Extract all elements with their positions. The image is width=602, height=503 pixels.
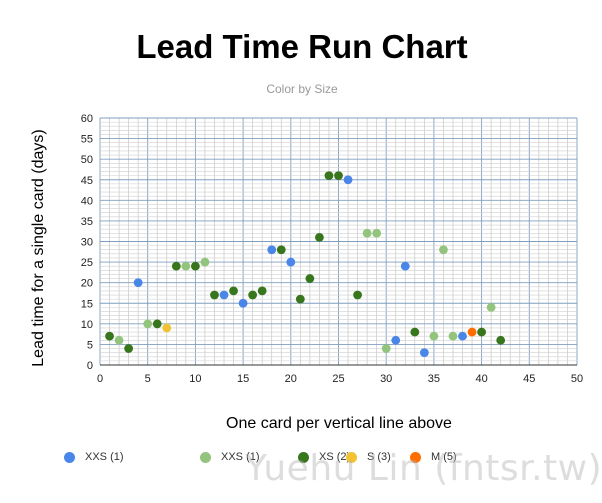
- data-point-series-2: [181, 261, 191, 271]
- data-point-series-3: [229, 286, 238, 296]
- data-point-series-1: [286, 257, 296, 267]
- legend-swatch: [346, 451, 357, 463]
- watermark: Yuehu Lin (fntsr.tw): [245, 448, 602, 489]
- data-points: [105, 171, 506, 358]
- legend-label: XS (2): [319, 451, 351, 463]
- x-axis-label: One card per vertical line above: [226, 415, 452, 432]
- y-tick-label: 15: [81, 298, 93, 310]
- x-tick-label: 30: [380, 373, 392, 385]
- data-point-series-3: [124, 344, 134, 353]
- data-point-series-3: [410, 327, 420, 337]
- data-point-series-3: [324, 171, 334, 181]
- data-point-series-1: [458, 331, 467, 341]
- legend-label: XXS (1): [221, 451, 260, 463]
- x-tick-label: 35: [428, 373, 440, 385]
- data-point-series-2: [372, 228, 382, 238]
- data-point-series-3: [191, 261, 200, 271]
- legend-label: S (3): [367, 451, 391, 463]
- data-point-series-3: [152, 319, 162, 329]
- data-point-series-1: [133, 278, 143, 288]
- data-point-series-1: [219, 290, 229, 300]
- data-point-series-2: [362, 228, 372, 238]
- plot-grid: [99, 117, 578, 366]
- x-tick-label: 40: [475, 373, 487, 385]
- data-point-series-2: [439, 245, 448, 255]
- y-tick-label: 10: [81, 319, 93, 331]
- data-point-series-1: [238, 298, 248, 308]
- data-point-series-3: [305, 274, 315, 283]
- data-point-series-2: [200, 257, 210, 267]
- y-tick-label: 35: [81, 216, 93, 228]
- legend-item: S (3): [346, 448, 391, 466]
- data-point-series-3: [295, 294, 305, 304]
- y-tick-label: 50: [81, 154, 93, 166]
- data-point-series-1: [391, 335, 401, 345]
- data-point-series-3: [353, 290, 362, 300]
- legend-label: M (5): [431, 451, 457, 463]
- data-point-series-2: [486, 302, 496, 312]
- chart-legend: XXS (1) XXS (1) XS (2) S (3) M (5): [0, 448, 602, 468]
- x-tick-label: 45: [523, 373, 535, 385]
- y-tick-label: 60: [81, 113, 93, 125]
- y-tick-label: 45: [81, 175, 93, 187]
- axis-ticks: 0 5 10 15 20 25 30 35 40 45 50 0 5 10 15 20 25 30 35 40 45 50…: [81, 113, 583, 385]
- chart-subtitle: Color by Size: [266, 82, 338, 96]
- legend-item: M (5): [410, 448, 457, 466]
- x-tick-label: 5: [145, 373, 151, 385]
- data-point-series-2: [448, 331, 458, 341]
- y-tick-label: 5: [87, 339, 93, 351]
- y-tick-label: 25: [81, 257, 93, 269]
- data-point-series-3: [248, 290, 258, 300]
- data-point-series-3: [210, 290, 219, 300]
- legend-swatch: [410, 451, 421, 463]
- legend-swatch: [200, 451, 211, 463]
- y-tick-label: 55: [81, 134, 93, 146]
- data-point-series-3: [105, 331, 114, 341]
- data-point-series-3: [334, 171, 343, 181]
- x-tick-label: 0: [97, 373, 103, 385]
- y-axis-label: Lead time for a single card (days): [30, 129, 47, 366]
- data-point-series-1: [419, 348, 429, 358]
- data-point-series-1: [400, 261, 410, 271]
- x-tick-label: 15: [237, 373, 249, 385]
- legend-item: XXS (1): [64, 448, 124, 466]
- data-point-series-1: [343, 175, 353, 185]
- data-point-series-3: [496, 335, 506, 345]
- legend-swatch: [298, 451, 309, 463]
- y-tick-label: 20: [81, 278, 93, 290]
- y-tick-label: 0: [87, 360, 93, 372]
- legend-label: XXS (1): [85, 451, 124, 463]
- legend-item: XXS (1): [200, 448, 260, 466]
- y-tick-label: 30: [81, 237, 93, 249]
- data-point-series-2: [381, 344, 391, 353]
- data-point-series-3: [257, 286, 267, 296]
- chart-title: Lead Time Run Chart: [136, 28, 467, 65]
- data-point-series-2: [143, 319, 153, 329]
- data-point-series-1: [267, 245, 277, 255]
- data-point-series-3: [477, 327, 486, 337]
- x-tick-label: 10: [189, 373, 201, 385]
- legend-item: XS (2): [298, 448, 350, 466]
- data-point-series-2: [114, 335, 124, 345]
- x-tick-label: 20: [285, 373, 297, 385]
- data-point-series-5: [467, 327, 477, 337]
- x-tick-label: 25: [332, 373, 344, 385]
- x-tick-label: 50: [571, 373, 583, 385]
- data-point-series-3: [276, 245, 286, 255]
- legend-swatch: [64, 451, 75, 463]
- y-tick-label: 40: [81, 195, 93, 207]
- data-point-series-4: [162, 323, 172, 333]
- data-point-series-2: [429, 331, 439, 341]
- data-point-series-3: [171, 261, 181, 271]
- data-point-series-3: [315, 232, 324, 242]
